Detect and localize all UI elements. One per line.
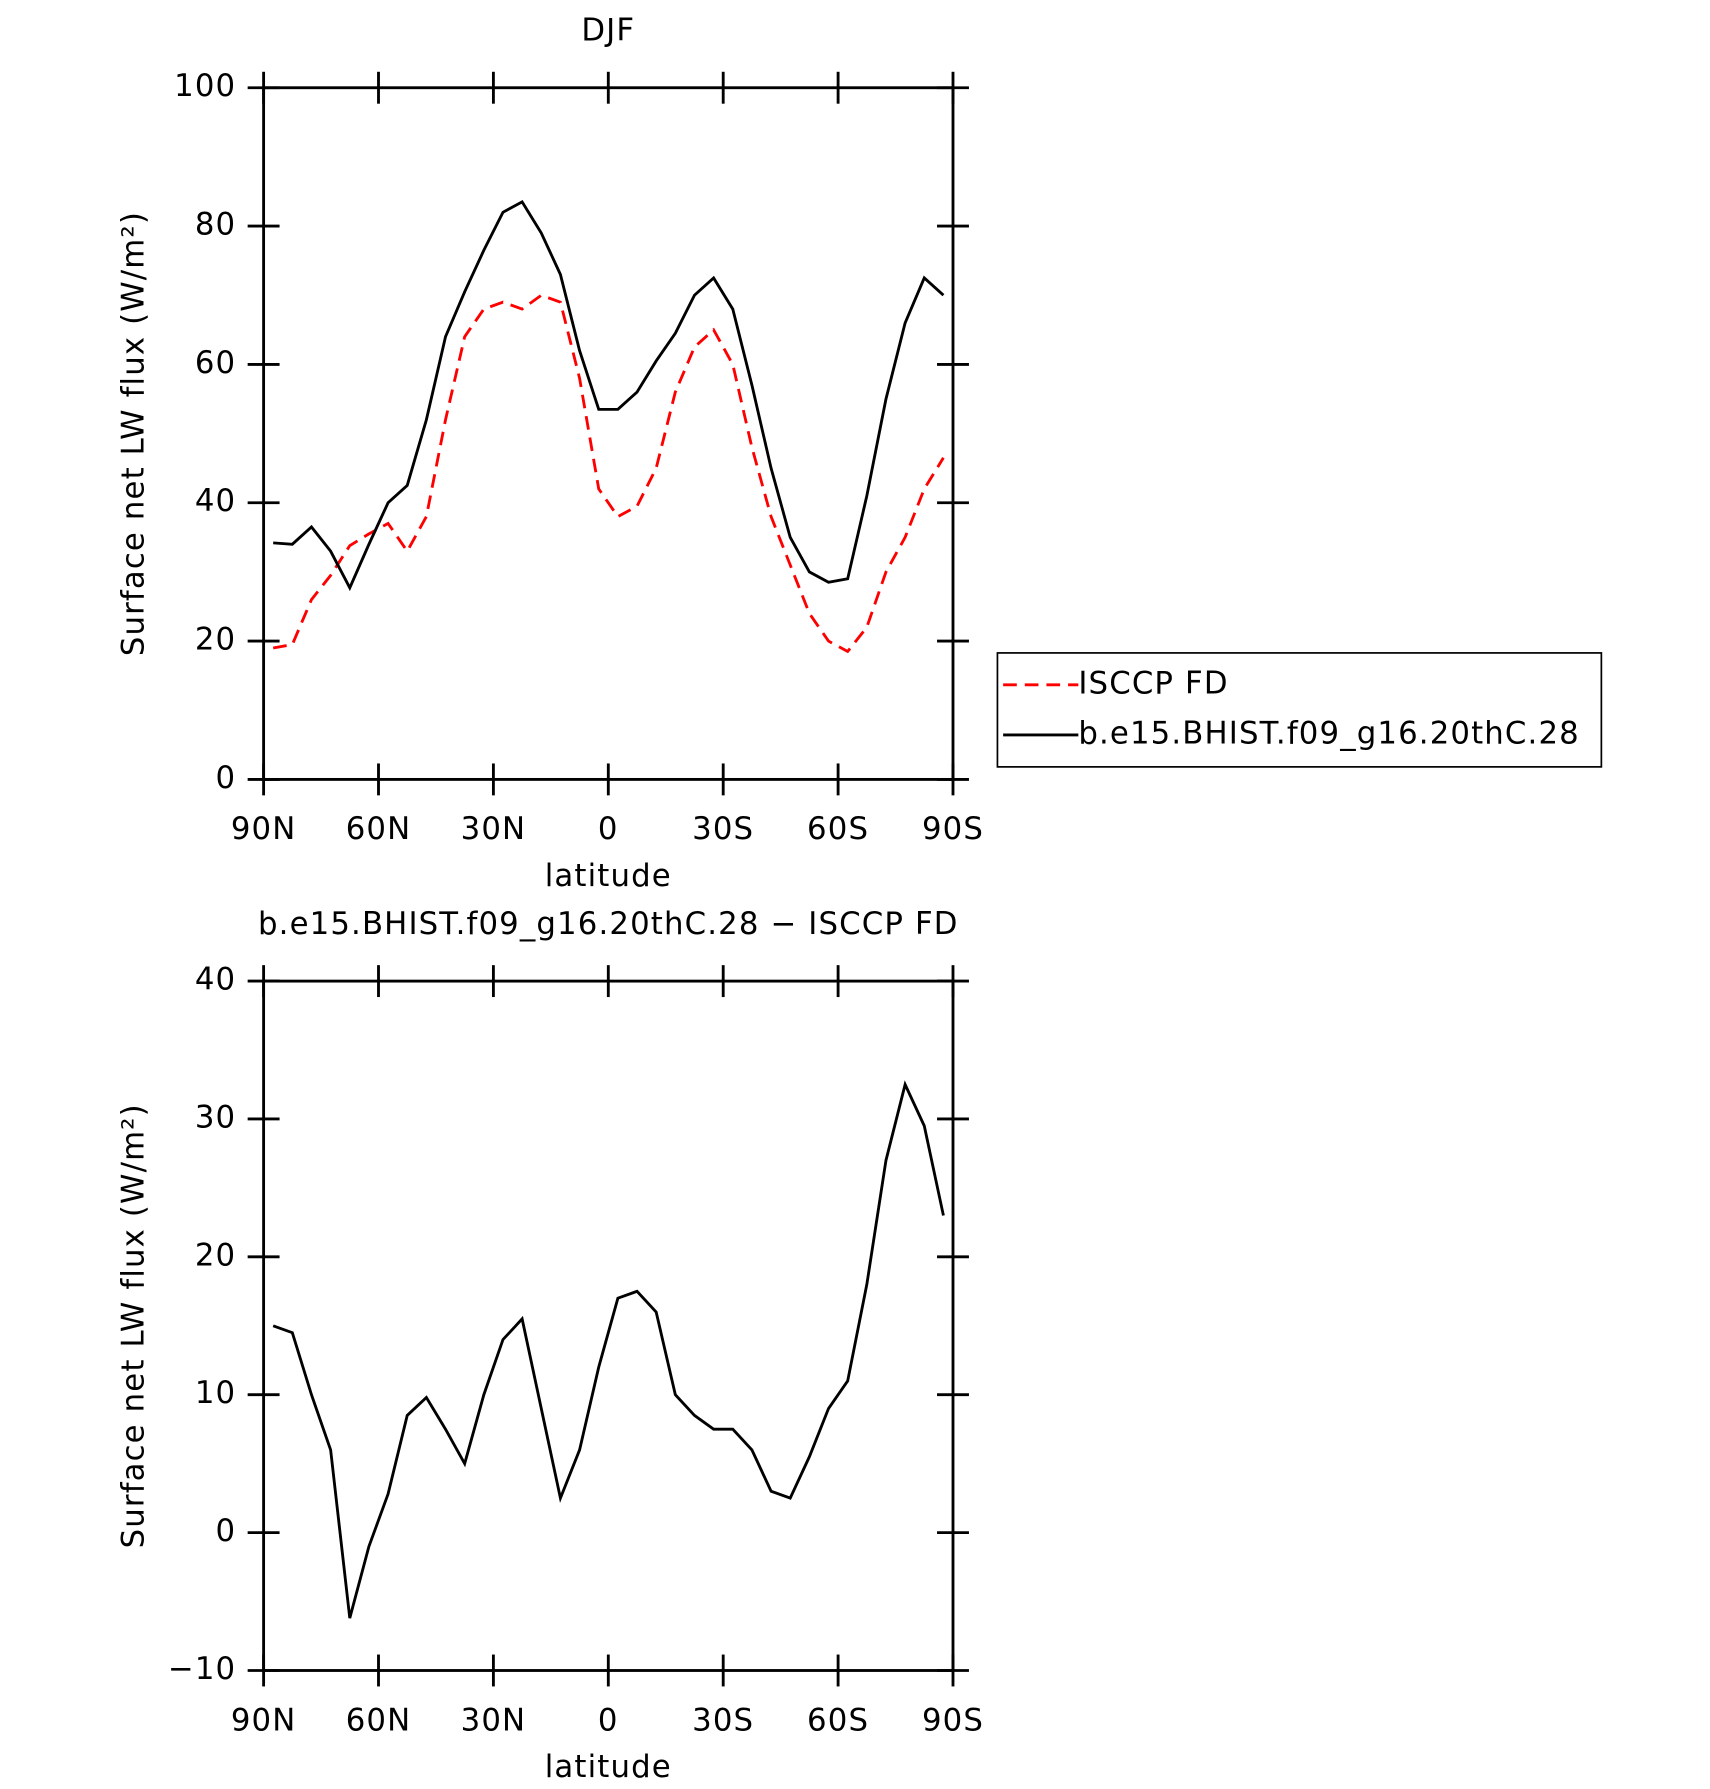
x-tick-label: 60N [346, 1702, 412, 1738]
y-tick-label: 40 [195, 483, 236, 519]
x-tick-label: 90N [231, 811, 297, 847]
legend-label: b.e15.BHIST.f09_g16.20thC.28 [1078, 715, 1580, 751]
y-tick-label: 100 [174, 68, 236, 104]
legend-box [996, 652, 1603, 768]
y-tick-label: 80 [195, 207, 236, 243]
y-tick-label: 40 [195, 962, 236, 998]
y-tick-label: −10 [168, 1651, 236, 1687]
x-tick-label: 0 [598, 811, 619, 847]
x-tick-label: 60N [346, 811, 412, 847]
x-tick-label: 30S [692, 811, 754, 847]
y-axis-label: Surface net LW flux (W/m²) [115, 211, 151, 656]
y-tick-label: 0 [216, 760, 237, 796]
y-tick-label: 30 [195, 1099, 236, 1135]
chart-title: DJF [581, 12, 635, 48]
x-tick-label: 30N [461, 1702, 527, 1738]
x-tick-label: 60S [807, 1702, 869, 1738]
x-tick-label: 0 [598, 1702, 619, 1738]
y-tick-label: 10 [195, 1375, 236, 1411]
chart-title: b.e15.BHIST.f09_g16.20thC.28 − ISCCP FD [258, 906, 959, 942]
y-tick-label: 0 [216, 1513, 237, 1549]
plot-frame [262, 979, 955, 1672]
x-tick-label: 90N [231, 1702, 297, 1738]
x-tick-label: 90S [922, 1702, 984, 1738]
x-tick-label: 60S [807, 811, 869, 847]
y-tick-label: 20 [195, 622, 236, 658]
data-line [272, 1080, 945, 1619]
y-tick-label: 60 [195, 345, 236, 381]
data-line [273, 199, 945, 592]
data-line [272, 293, 945, 654]
x-tick-label: 90S [922, 811, 984, 847]
x-tick-label: 30S [692, 1702, 754, 1738]
plot-frame [262, 86, 955, 781]
x-axis-label: latitude [545, 1749, 672, 1785]
y-tick-label: 20 [195, 1237, 236, 1273]
x-tick-label: 30N [461, 811, 527, 847]
x-axis-label: latitude [545, 858, 672, 894]
legend-label: ISCCP FD [1078, 665, 1228, 701]
y-axis-label: Surface net LW flux (W/m²) [115, 1103, 151, 1548]
